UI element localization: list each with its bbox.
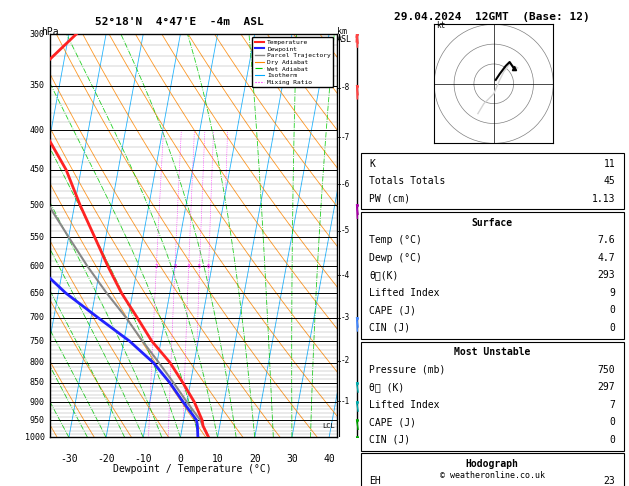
Text: 23: 23 xyxy=(604,476,615,486)
Text: 0: 0 xyxy=(610,417,615,427)
Text: 450: 450 xyxy=(30,165,45,174)
Text: -2: -2 xyxy=(341,356,350,365)
Text: 29.04.2024  12GMT  (Base: 12): 29.04.2024 12GMT (Base: 12) xyxy=(394,12,590,22)
Text: 550: 550 xyxy=(30,233,45,242)
Text: -6: -6 xyxy=(341,180,350,189)
Text: 750: 750 xyxy=(598,364,615,375)
Text: 700: 700 xyxy=(30,313,45,322)
Text: 7.6: 7.6 xyxy=(598,235,615,245)
Text: CIN (J): CIN (J) xyxy=(369,434,410,445)
Text: 1000: 1000 xyxy=(25,433,45,442)
Text: CAPE (J): CAPE (J) xyxy=(369,305,416,315)
Text: 300: 300 xyxy=(30,30,45,38)
Text: Lifted Index: Lifted Index xyxy=(369,288,440,298)
Text: 800: 800 xyxy=(30,358,45,367)
Text: -5: -5 xyxy=(341,226,350,235)
Text: K: K xyxy=(369,158,375,169)
Text: 0: 0 xyxy=(610,305,615,315)
Text: -8: -8 xyxy=(341,83,350,92)
Text: 6: 6 xyxy=(207,264,210,269)
Text: Dewp (°C): Dewp (°C) xyxy=(369,253,422,263)
Text: 1.13: 1.13 xyxy=(592,193,615,204)
Text: Most Unstable: Most Unstable xyxy=(454,347,530,357)
Legend: Temperature, Dewpoint, Parcel Trajectory, Dry Adiabat, Wet Adiabat, Isotherm, Mi: Temperature, Dewpoint, Parcel Trajectory… xyxy=(252,37,333,87)
Text: θᴇ (K): θᴇ (K) xyxy=(369,382,404,392)
Text: 750: 750 xyxy=(30,336,45,346)
Text: 293: 293 xyxy=(598,270,615,280)
Text: 3: 3 xyxy=(174,264,177,269)
Text: LCL: LCL xyxy=(322,423,335,429)
Text: 40: 40 xyxy=(323,453,335,464)
Text: 350: 350 xyxy=(30,81,45,90)
Text: ASL: ASL xyxy=(337,35,352,44)
Text: EH: EH xyxy=(369,476,381,486)
Text: 2: 2 xyxy=(155,264,158,269)
Text: Lifted Index: Lifted Index xyxy=(369,399,440,410)
Text: 650: 650 xyxy=(30,289,45,297)
Text: Hodograph: Hodograph xyxy=(465,459,519,469)
Text: 900: 900 xyxy=(30,398,45,407)
Text: 11: 11 xyxy=(604,158,615,169)
Text: θᴇ(K): θᴇ(K) xyxy=(369,270,398,280)
Bar xyxy=(361,453,623,486)
Text: 10: 10 xyxy=(212,453,223,464)
Text: km: km xyxy=(337,27,347,36)
Text: Pressure (mb): Pressure (mb) xyxy=(369,364,445,375)
Text: 0: 0 xyxy=(610,434,615,445)
Text: Dewpoint / Temperature (°C): Dewpoint / Temperature (°C) xyxy=(113,464,271,474)
Text: -7: -7 xyxy=(341,133,350,141)
Text: 52°18'N  4°47'E  -4m  ASL: 52°18'N 4°47'E -4m ASL xyxy=(95,17,264,27)
Text: CIN (J): CIN (J) xyxy=(369,323,410,333)
Bar xyxy=(361,212,623,339)
Text: 0: 0 xyxy=(177,453,183,464)
Text: Surface: Surface xyxy=(472,218,513,228)
Text: 0: 0 xyxy=(610,323,615,333)
Text: -3: -3 xyxy=(341,313,350,322)
Text: -10: -10 xyxy=(135,453,152,464)
Text: Temp (°C): Temp (°C) xyxy=(369,235,422,245)
Bar xyxy=(361,153,623,209)
Text: 45: 45 xyxy=(604,176,615,186)
Bar xyxy=(361,342,623,451)
Text: 30: 30 xyxy=(286,453,298,464)
Text: 400: 400 xyxy=(30,126,45,135)
Text: -30: -30 xyxy=(60,453,78,464)
Text: kt: kt xyxy=(437,21,445,30)
Text: 500: 500 xyxy=(30,201,45,209)
Text: CAPE (J): CAPE (J) xyxy=(369,417,416,427)
Text: 600: 600 xyxy=(30,262,45,271)
Text: Totals Totals: Totals Totals xyxy=(369,176,445,186)
Text: 950: 950 xyxy=(30,416,45,425)
Text: 4: 4 xyxy=(187,264,191,269)
Text: hPa: hPa xyxy=(41,27,58,37)
Text: 20: 20 xyxy=(249,453,260,464)
Text: 850: 850 xyxy=(30,379,45,387)
Text: 7: 7 xyxy=(610,399,615,410)
Text: 297: 297 xyxy=(598,382,615,392)
Text: © weatheronline.co.uk: © weatheronline.co.uk xyxy=(440,471,545,480)
Text: 4.7: 4.7 xyxy=(598,253,615,263)
Text: 5: 5 xyxy=(198,264,201,269)
Text: 9: 9 xyxy=(610,288,615,298)
Text: -4: -4 xyxy=(341,271,350,279)
Text: -1: -1 xyxy=(341,397,350,406)
Text: PW (cm): PW (cm) xyxy=(369,193,410,204)
Text: -20: -20 xyxy=(97,453,115,464)
